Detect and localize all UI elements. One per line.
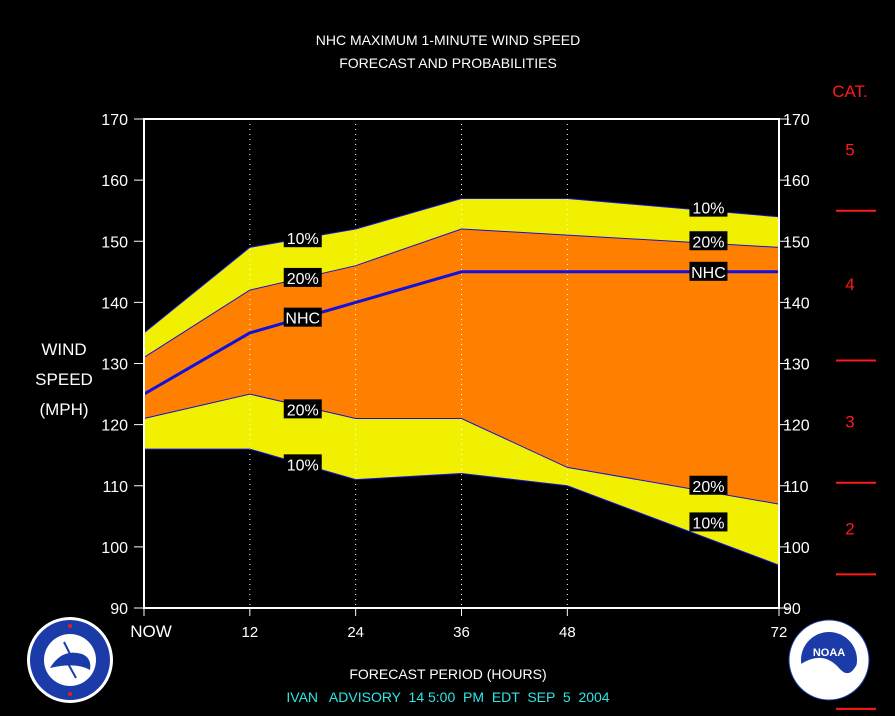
chart-title-line1: NHC MAXIMUM 1-MINUTE WIND SPEED [316,32,580,48]
label-nhc: NHC [691,265,726,282]
label-10-percent: 10% [287,231,319,248]
y-tick-label-left: 130 [101,357,128,374]
y-label-line2: SPEED [35,370,93,389]
y-tick-label-right: 140 [783,295,810,312]
y-label-line3: (MPH) [39,400,88,419]
band-edge-20pct-upper [143,228,780,358]
x-tick-label: 48 [559,624,576,641]
category-label-2: 2 [845,520,854,539]
y-tick-label-right: 110 [783,479,809,496]
category-label-4: 4 [845,275,854,294]
y-tick-label-right: 150 [783,234,810,251]
y-tick-label-left: 170 [101,112,128,129]
label-nhc: NHC [285,311,320,328]
y-tick-label-left: 160 [101,173,128,190]
y-axis-right: 90 100 110 120 130 140 150 160 170 [779,112,810,618]
x-tick-label: NOW [130,622,172,641]
nhc-forecast-line [143,270,779,396]
band-20-percent [144,229,779,505]
label-10-percent: 10% [287,457,319,474]
y-tick-label-right: 90 [783,601,801,618]
label-box [689,231,728,251]
label-box [689,475,728,495]
y-tick-label-right: 120 [783,418,810,435]
nws-logo [27,617,113,703]
plot-area [143,118,780,609]
label-20-percent: 20% [692,234,724,251]
band-edge-10pct-upper [143,198,780,334]
category-label-3: 3 [845,413,854,432]
x-tick-label: 24 [347,624,364,641]
noaa-logo-text: NOAA [813,647,845,659]
label-box [283,399,322,419]
y-tick-label-right: 130 [783,357,810,374]
band-edges [143,198,780,566]
y-axis-left: 90 100 110 120 130 140 150 160 170 [101,112,144,618]
y-tick-label-right: 160 [783,173,810,190]
y-label-line1: WIND [41,340,86,359]
x-tick-label: 36 [453,624,470,641]
band-edge-10pct-lower [144,448,780,566]
label-box [283,307,322,327]
y-tick-label-left: 120 [101,418,128,435]
y-tick-label-right: 170 [783,112,810,129]
x-tick-label: 72 [771,624,788,641]
label-20-percent: 20% [287,402,319,419]
label-box [689,197,728,217]
category-label-5: 5 [845,141,854,160]
label-box [689,261,728,281]
y-tick-label-left: 110 [102,479,128,496]
label-box [283,228,322,248]
band-edge-20pct-lower [143,393,780,505]
label-20-percent: 20% [692,479,724,496]
y-tick-label-right: 100 [783,540,810,557]
advisory-text: IVAN ADVISORY 14 5:00 PM EDT SEP 5 2004 [286,689,609,705]
label-10-percent: 10% [692,515,724,532]
category-header: CAT. [832,82,868,101]
y-tick-label-left: 150 [101,234,128,251]
label-10-percent: 10% [692,201,724,218]
x-tick-label: 12 [241,624,258,641]
x-axis: NOW 12 24 36 48 72 [130,608,787,641]
y-tick-label-left: 140 [101,295,128,312]
category-scale: 5 4 3 2 [836,141,876,710]
chart-title-line2: FORECAST AND PROBABILITIES [339,55,557,71]
probability-labels: 10% 20% NHC 20% 10% 10% 20% NHC 20% 10% [283,197,728,532]
label-box [283,267,322,287]
y-tick-label-left: 90 [110,601,128,618]
label-20-percent: 20% [287,271,319,288]
noaa-logo: NOAA [788,619,870,701]
label-box [283,454,322,474]
y-tick-label-left: 100 [101,540,128,557]
label-box [689,512,728,532]
x-axis-label: FORECAST PERIOD (HOURS) [349,666,546,682]
